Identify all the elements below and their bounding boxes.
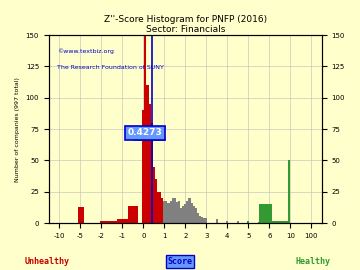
Bar — [237, 221, 239, 223]
Bar — [117, 219, 127, 223]
Bar — [226, 221, 228, 223]
Text: ©www.textbiz.org: ©www.textbiz.org — [57, 48, 114, 54]
Bar — [205, 218, 207, 223]
Bar — [127, 205, 138, 223]
Bar — [172, 198, 174, 223]
Bar — [186, 201, 188, 223]
Title: Z''-Score Histogram for PNFP (2016)
Sector: Financials: Z''-Score Histogram for PNFP (2016) Sect… — [104, 15, 267, 34]
Bar — [167, 203, 170, 223]
Bar — [149, 104, 150, 223]
Bar — [197, 213, 199, 223]
Bar — [174, 198, 176, 223]
Bar — [142, 110, 144, 223]
Text: Healthy: Healthy — [296, 257, 331, 266]
Bar — [282, 221, 288, 223]
Bar — [193, 205, 195, 223]
Bar — [184, 204, 186, 223]
Bar — [107, 221, 117, 223]
Bar — [178, 201, 180, 223]
Bar — [190, 203, 193, 223]
Bar — [78, 207, 84, 223]
Bar — [163, 201, 165, 223]
Bar — [180, 208, 182, 223]
Text: The Research Foundation of SUNY: The Research Foundation of SUNY — [57, 65, 164, 70]
Bar — [176, 202, 178, 223]
Bar — [272, 221, 277, 223]
Bar — [216, 219, 218, 223]
Bar — [153, 167, 155, 223]
Bar — [277, 221, 282, 223]
Bar — [161, 198, 163, 223]
Text: Unhealthy: Unhealthy — [24, 257, 69, 266]
Bar — [258, 222, 260, 223]
Bar — [188, 198, 190, 223]
Bar — [165, 201, 167, 223]
Bar — [144, 35, 147, 223]
Bar — [159, 192, 161, 223]
Bar — [259, 204, 272, 223]
Bar — [170, 201, 172, 223]
Bar — [195, 208, 197, 223]
Bar — [150, 123, 153, 223]
Y-axis label: Number of companies (997 total): Number of companies (997 total) — [15, 77, 20, 181]
Bar — [147, 85, 149, 223]
Bar — [182, 205, 184, 223]
Bar — [288, 160, 291, 223]
Bar — [247, 221, 249, 223]
Bar — [99, 221, 107, 223]
Bar — [203, 218, 205, 223]
Text: Score: Score — [167, 257, 193, 266]
Bar — [201, 217, 203, 223]
Text: 0.4273: 0.4273 — [127, 129, 162, 137]
Bar — [199, 215, 201, 223]
Bar — [157, 192, 159, 223]
Bar — [155, 179, 157, 223]
